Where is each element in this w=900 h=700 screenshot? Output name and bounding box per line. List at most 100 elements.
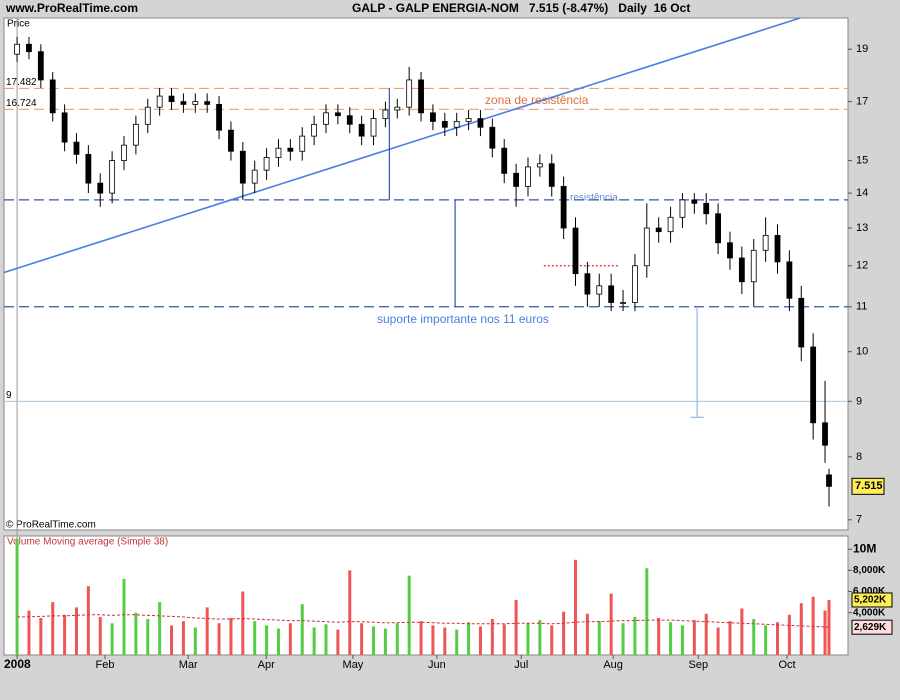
candle-body [216,103,222,131]
candle-body [180,101,187,105]
candle-body [762,234,769,251]
candle-body [37,51,44,81]
candle-body [370,118,377,137]
candle-body [596,285,603,295]
candle-body [727,242,733,259]
copyright: © ProRealTime.com [6,520,96,531]
volume-bar [407,575,411,655]
volume-bar [740,608,744,655]
volume-bar [431,625,435,655]
x-tick-label: May [343,659,364,671]
volume-panel [3,535,849,656]
y-tick-label: 8,000K [853,565,886,576]
candle-body [109,160,116,194]
candle-body [643,227,650,267]
volume-bar [253,621,257,655]
reference-label: 9 [6,390,12,401]
candle-body [620,302,626,304]
volume-bar [63,614,67,655]
x-tick-label: Jun [428,659,446,671]
volume-bar [276,628,280,655]
volume-bar [419,621,423,655]
volume-bar [478,626,482,655]
candle-body [826,474,832,487]
reference-label: 16.724 [6,98,37,109]
y-axis-title: Price [7,19,30,30]
candle-body [299,135,306,152]
candle-body [61,112,68,143]
volume-bar [312,627,316,655]
candle-body [311,123,318,137]
candle-body [548,163,555,187]
candle-body [477,118,484,128]
candle-body [168,95,175,103]
candle-body [786,261,793,299]
volume-badge [851,592,893,608]
candle-body [192,101,199,105]
candle-body [358,123,365,137]
volume-bar [324,624,328,655]
y-tick-label: 17 [856,96,868,108]
volume-bar [538,620,542,655]
x-tick-label: Apr [258,659,275,671]
volume-bar [15,538,19,655]
candle-body [263,157,270,171]
volume-bar [716,627,720,655]
candle-body [453,121,460,128]
candle-body [251,169,258,184]
candle-body [156,95,163,108]
volume-bar [467,622,471,655]
volume-bar [514,599,518,655]
candle-body [774,234,781,263]
chart-title: GALP - GALP ENERGIA-NOM 7.515 (-8.47%) D… [352,1,690,15]
candle-body [536,163,543,168]
volume-bar [764,625,768,655]
candle-body [204,101,211,105]
x-tick-label: Mar [179,659,198,671]
volume-bar [170,625,174,655]
y-tick-label: 19 [856,43,868,55]
candle-body [382,109,389,119]
volume-bar [550,625,554,655]
volume-bar [728,621,732,655]
x-tick-label: Feb [96,659,115,671]
volume-bar [811,596,815,655]
candle-body [572,227,579,275]
volume-bar [265,625,269,655]
candle-body [715,213,721,244]
candle-body [560,186,567,229]
moving-average-line [17,614,830,628]
volume-bar [490,619,494,655]
volume-bar [823,610,827,655]
x-tick-label: 2008 [4,657,31,671]
trend-segment [3,17,801,274]
volume-bar [205,607,209,655]
candle-body [632,265,638,303]
volume-bar [787,614,791,655]
volume-bar [776,622,780,655]
candle-body [228,129,234,152]
annotation: resistência [570,193,618,204]
volume-bar [372,626,376,655]
y-tick-label: 11 [856,301,867,313]
y-tick-label: 4,000K [853,607,886,618]
candle-body [275,147,282,158]
volume-bar [395,623,399,655]
volume-bar [336,629,340,655]
annotation: zona de resistência [485,93,589,107]
x-tick-label: Sep [689,659,709,671]
volume-bar [502,624,506,655]
candle-body [525,166,531,187]
x-tick-label: Oct [778,659,795,671]
candle-body [810,346,817,424]
y-tick-label: 6,000K [853,586,886,597]
volume-bar [526,623,530,655]
volume-badge-label: 2,629K [854,622,887,633]
volume-bar [229,617,233,655]
candle-body [132,123,139,146]
candle-body [73,141,80,155]
volume-bar [146,619,150,655]
site: www.ProRealTime.com [5,1,138,15]
volume-bar [692,620,696,655]
